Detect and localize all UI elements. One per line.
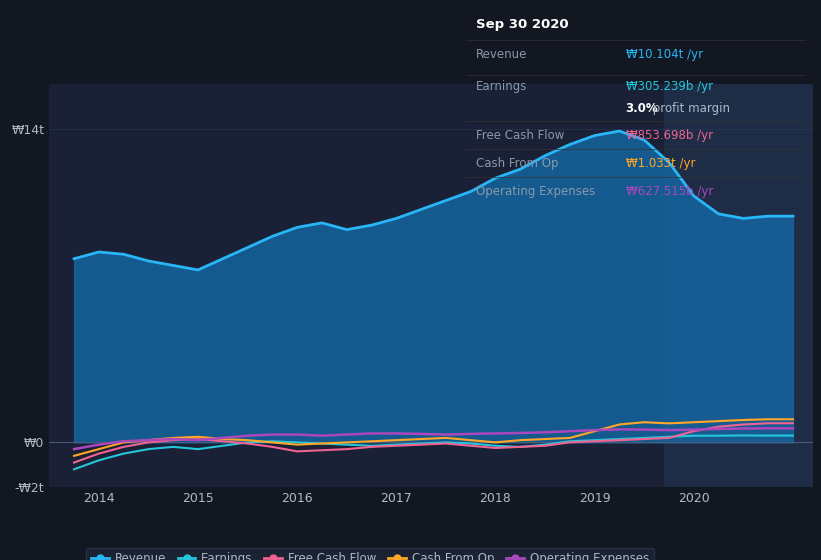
Text: ₩305.239b /yr: ₩305.239b /yr [626,80,713,93]
Text: ₩853.698b /yr: ₩853.698b /yr [626,129,713,142]
Text: Cash From Op: Cash From Op [475,157,558,170]
Text: Operating Expenses: Operating Expenses [475,185,595,198]
Text: profit margin: profit margin [649,102,731,115]
Bar [664,84,813,487]
Text: Revenue: Revenue [475,48,527,61]
Text: Free Cash Flow: Free Cash Flow [475,129,564,142]
Text: ₩10.104t /yr: ₩10.104t /yr [626,48,703,61]
Legend: Revenue, Earnings, Free Cash Flow, Cash From Op, Operating Expenses: Revenue, Earnings, Free Cash Flow, Cash … [86,548,654,560]
Text: ₩1.033t /yr: ₩1.033t /yr [626,157,695,170]
Text: ₩627.515b /yr: ₩627.515b /yr [626,185,713,198]
Text: Sep 30 2020: Sep 30 2020 [475,18,568,31]
Text: 3.0%: 3.0% [626,102,658,115]
Text: Earnings: Earnings [475,80,527,93]
